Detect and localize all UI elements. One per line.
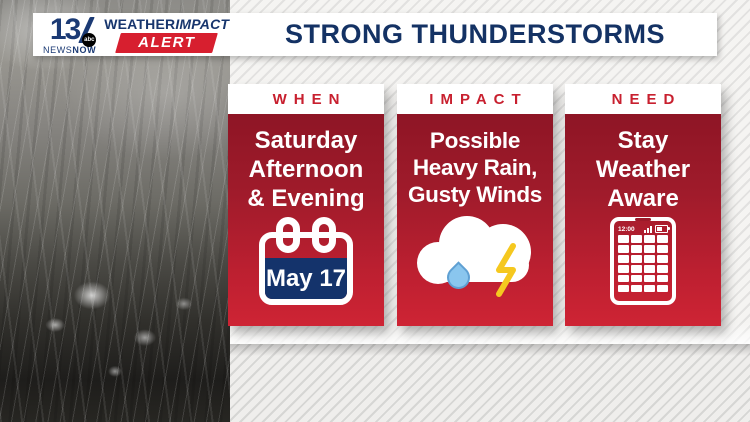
phone-status-bar: 12:00 <box>618 225 670 234</box>
lightning-icon <box>496 243 516 297</box>
battery-icon <box>655 225 670 234</box>
card-need-line-1: Stay <box>617 127 669 154</box>
weather-impact-alert-badge: WEATHERIMPACT ALERT <box>104 17 229 53</box>
card-impact-text: Possible Heavy Rain, Gusty Winds <box>408 127 542 208</box>
card-impact-line-3: Gusty Winds <box>407 182 542 207</box>
phone-speaker <box>635 218 651 222</box>
card-when-header: WHEN <box>228 84 384 114</box>
card-impact-body: Possible Heavy Rain, Gusty Winds <box>397 114 553 326</box>
abc-network-icon: abc <box>82 32 97 47</box>
weather-text: WEATHER <box>104 15 176 32</box>
card-when-body: Saturday Afternoon & Evening May 17 <box>228 114 384 326</box>
headline-area: STRONG THUNDERSTORMS <box>233 13 717 56</box>
station-13-row: 13 abc <box>49 12 97 47</box>
phone-time: 12:00 <box>618 225 635 233</box>
card-when-line-1: Saturday <box>254 127 358 154</box>
news-text: NEWS <box>43 44 73 55</box>
card-need-body: Stay Weather Aware 12:00 <box>565 114 721 326</box>
card-need-line-3: Aware <box>607 184 679 212</box>
calendar-date: May 17 <box>265 258 347 300</box>
station-13-logo: 13 abc NEWSNOW <box>43 12 97 55</box>
card-impact-label: IMPACT <box>429 90 528 108</box>
card-when-label: WHEN <box>272 90 347 108</box>
impact-text: IMPACT <box>175 15 230 32</box>
info-card-need: NEED Stay Weather Aware 12:00 <box>565 84 721 326</box>
card-need-header: NEED <box>565 84 721 114</box>
top-banner: 13 abc NEWSNOW WEATHERIMPACT ALERT STRON… <box>33 13 717 56</box>
calendar-icon: May 17 <box>259 217 353 306</box>
card-need-label: NEED <box>611 90 682 108</box>
calendar-frame: May 17 <box>259 232 353 306</box>
card-need-line-2: Weather <box>595 155 691 183</box>
phone-app-grid <box>618 235 668 293</box>
card-when-line-3: & Evening <box>247 184 365 212</box>
alert-text: ALERT <box>138 33 196 51</box>
smartphone-icon: 12:00 <box>610 217 676 306</box>
now-text: NOW <box>72 44 97 55</box>
storm-cloud-icon <box>413 210 537 298</box>
card-need-text: Stay Weather Aware <box>596 127 690 213</box>
card-when-line-2: Afternoon <box>248 155 364 183</box>
info-card-when: WHEN Saturday Afternoon & Evening May 17 <box>228 84 384 326</box>
alert-flag: ALERT <box>115 32 219 53</box>
signal-bars-icon <box>643 226 652 234</box>
card-when-text: Saturday Afternoon & Evening <box>247 127 364 213</box>
station-number: 13 <box>49 12 81 46</box>
card-impact-line-2: Heavy Rain, <box>412 155 538 180</box>
info-card-impact: IMPACT Possible Heavy Rain, Gusty Winds <box>397 84 553 326</box>
station-logo: 13 abc NEWSNOW WEATHERIMPACT ALERT <box>33 13 233 56</box>
card-impact-header: IMPACT <box>397 84 553 114</box>
weather-impact-line: WEATHERIMPACT <box>104 17 229 31</box>
page-title: STRONG THUNDERSTORMS <box>284 19 665 49</box>
newsnow-wordmark: NEWSNOW <box>43 44 97 55</box>
rain-photo <box>0 0 230 422</box>
card-impact-line-1: Possible <box>429 128 521 153</box>
